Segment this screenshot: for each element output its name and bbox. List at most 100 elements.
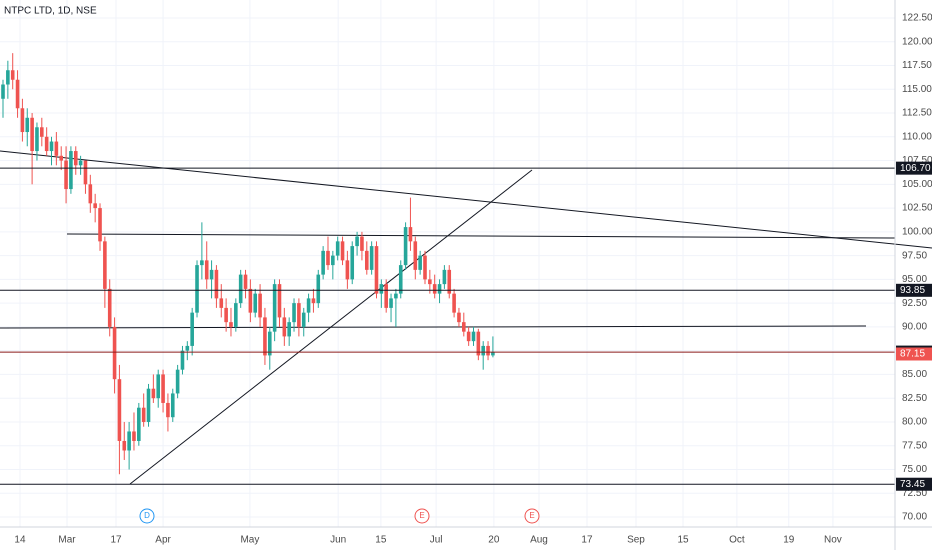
candle-body: [146, 388, 151, 422]
candle-body: [428, 279, 432, 285]
x-tick-label: 14: [14, 535, 26, 546]
level-label-box: [896, 283, 932, 297]
y-tick-label: 115.00: [902, 84, 932, 95]
candle-body: [398, 265, 403, 294]
candle-body: [204, 260, 209, 280]
candle-body: [44, 136, 49, 152]
candle-body: [301, 312, 306, 327]
x-tick-label: 17: [110, 535, 122, 546]
candle-body: [437, 284, 442, 294]
candle-body: [54, 141, 59, 156]
candle-body: [30, 117, 34, 152]
event-marker: E: [524, 508, 540, 524]
candle-body: [78, 160, 83, 166]
x-tick-label: Jul: [430, 535, 443, 546]
candle-body: [461, 322, 466, 332]
level-label: 87.15: [900, 349, 925, 360]
candle-body: [272, 284, 277, 332]
candle-body: [229, 322, 233, 327]
level-label: 106.70: [900, 163, 931, 174]
candle-body: [306, 298, 311, 313]
level-label-box: [896, 347, 932, 361]
x-tick-label: 19: [783, 535, 795, 546]
resistance-line: [66, 233, 896, 239]
candle-body: [35, 127, 39, 152]
candle-body: [311, 298, 316, 304]
candle-body: [321, 250, 325, 275]
candle-body: [166, 402, 170, 418]
candle-body: [83, 160, 88, 185]
x-tick-label: 15: [677, 535, 689, 546]
candle-body: [243, 274, 248, 289]
candle-body: [69, 151, 73, 190]
y-tick-label: 107.50: [902, 155, 932, 166]
candle-body: [112, 326, 117, 380]
trend-line: [0, 150, 932, 249]
y-tick-label: 95.00: [902, 274, 927, 285]
candle-body: [379, 284, 384, 294]
candle-body: [408, 227, 413, 242]
candle-body: [88, 184, 93, 204]
y-tick-label: 122.50: [902, 13, 932, 24]
candle-body: [413, 241, 418, 270]
level-label-box: [896, 477, 932, 491]
level-label-box: [896, 161, 932, 175]
candle-body: [64, 160, 68, 190]
candle-body: [447, 269, 452, 294]
candle-body: [195, 265, 199, 313]
candle-body: [297, 303, 301, 327]
candle-body: [15, 79, 20, 109]
y-tick-label: 110.00: [902, 131, 932, 142]
candle-body: [282, 317, 287, 337]
candle-body: [180, 350, 185, 370]
y-tick-label: 70.00: [902, 512, 927, 523]
candle-body: [151, 388, 156, 399]
candle-body: [326, 250, 330, 266]
candle-body: [355, 236, 359, 247]
candle-body: [364, 250, 369, 270]
x-tick-label: Jun: [330, 535, 346, 546]
candle-body: [141, 407, 146, 422]
event-label: E: [529, 511, 534, 520]
x-tick-label: 17: [581, 535, 593, 546]
candle-body: [369, 246, 374, 270]
y-tick-label: 82.50: [902, 393, 927, 404]
candle-body: [127, 431, 131, 451]
candle-body: [267, 331, 272, 356]
y-tick-label: 97.50: [902, 250, 927, 261]
candle-body: [103, 241, 107, 289]
candle-body: [360, 236, 364, 251]
level-label: 93.85: [900, 285, 925, 296]
candle-body: [452, 293, 456, 313]
candle-body: [491, 352, 495, 356]
x-tick-label: Mar: [58, 535, 76, 546]
candle-body: [49, 141, 54, 152]
event-label: D: [144, 511, 150, 520]
candle-body: [20, 108, 25, 133]
y-tick-label: 75.00: [902, 464, 927, 475]
candle-body: [117, 379, 122, 441]
candle-body: [442, 269, 447, 285]
candle-body: [287, 322, 291, 337]
candle-body: [200, 260, 204, 266]
candle-body: [122, 440, 127, 451]
candle-body: [350, 246, 355, 280]
candle-body: [137, 407, 141, 441]
candle-body: [93, 203, 97, 209]
candle-body: [40, 127, 44, 137]
candle-body: [258, 293, 262, 318]
x-tick-label: Sep: [627, 535, 645, 546]
y-tick-label: 117.50: [902, 60, 932, 71]
candle-body: [471, 331, 476, 342]
candle-body: [224, 307, 228, 323]
y-tick-label: 72.50: [902, 488, 927, 499]
candle-body: [73, 151, 78, 166]
y-tick-label: 92.50: [902, 298, 927, 309]
event-label: E: [419, 511, 424, 520]
event-circle: [414, 508, 430, 524]
candle-body: [345, 260, 350, 280]
candle-body: [248, 288, 253, 313]
chart-title: NTPC LTD, 1D, NSE: [4, 6, 97, 17]
support-line: [0, 325, 867, 329]
